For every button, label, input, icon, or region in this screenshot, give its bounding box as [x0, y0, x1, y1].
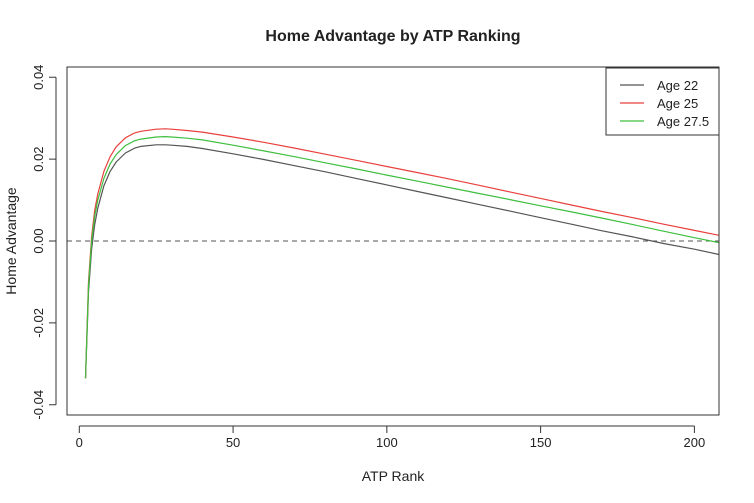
x-axis-title: ATP Rank	[362, 468, 426, 484]
x-tick-label: 200	[684, 435, 706, 450]
x-axis: 0 50 100 150 200	[76, 425, 706, 450]
legend-label: Age 25	[657, 96, 698, 111]
x-tick-label: 100	[376, 435, 398, 450]
y-axis-title: Home Advantage	[3, 187, 19, 295]
legend-label: Age 27.5	[657, 114, 709, 129]
x-tick-label: 0	[76, 435, 83, 450]
legend-label: Age 22	[657, 78, 698, 93]
series-line-age-27-5	[84, 136, 720, 379]
x-tick-label: 50	[226, 435, 240, 450]
series-line-age-25	[84, 128, 720, 379]
y-tick-label: 0.00	[31, 228, 46, 253]
legend: Age 22 Age 25 Age 27.5	[605, 67, 720, 136]
x-tick-label: 150	[530, 435, 552, 450]
y-tick-label: -0.04	[31, 390, 46, 420]
y-tick-label: -0.02	[31, 308, 46, 338]
plot-frame	[66, 66, 720, 416]
plot-area	[67, 128, 720, 379]
y-axis: -0.04 -0.02 0.00 0.02 0.04	[31, 65, 57, 420]
legend-box	[605, 67, 720, 136]
y-tick-label: 0.02	[31, 146, 46, 171]
y-tick-label: 0.04	[31, 65, 46, 90]
chart-title: Home Advantage by ATP Ranking	[265, 28, 520, 45]
series-line-age-22	[84, 144, 720, 379]
